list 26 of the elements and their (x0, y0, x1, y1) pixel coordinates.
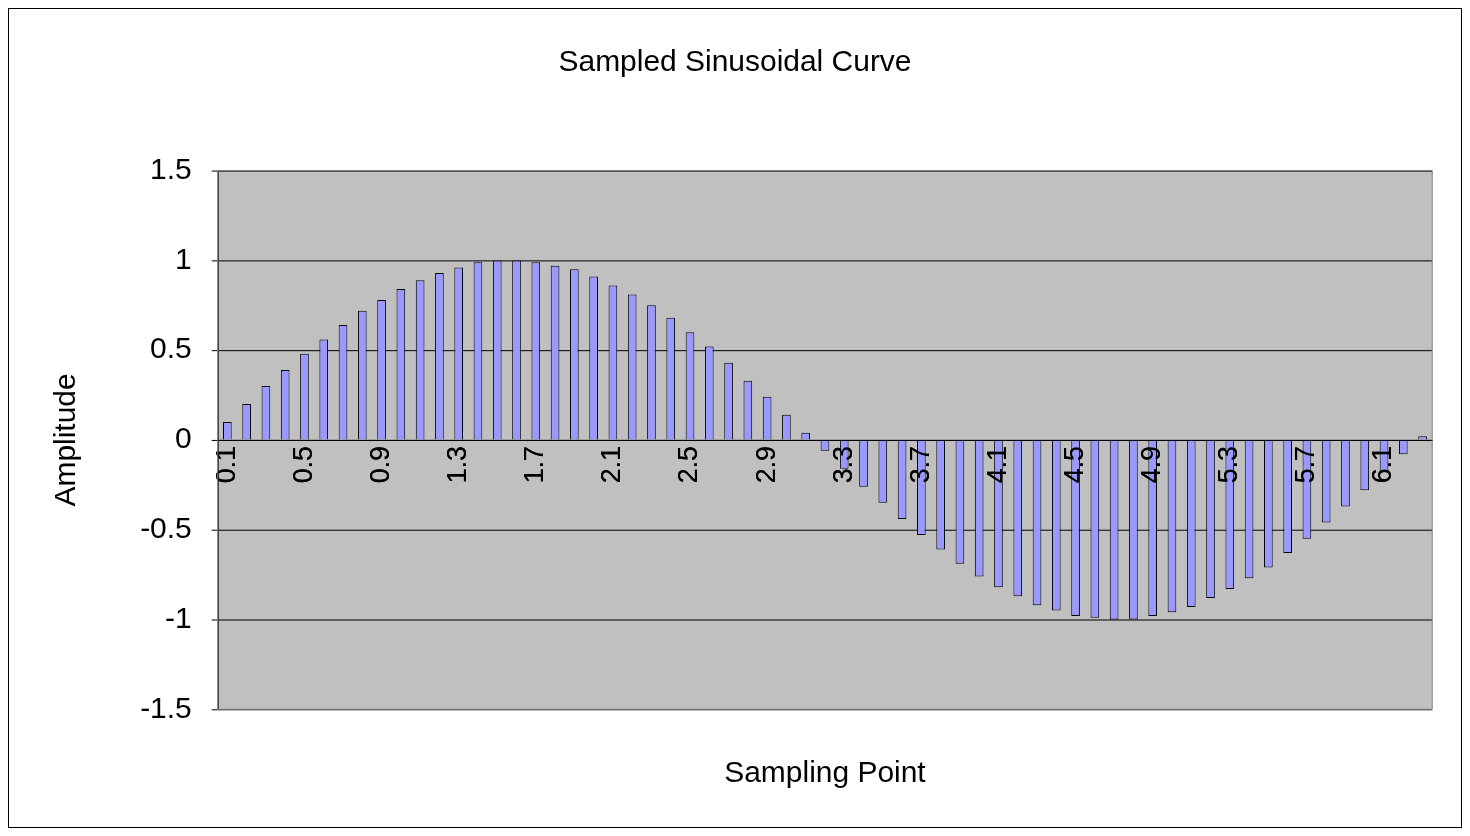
y-axis-title: Amplitude (48, 373, 82, 507)
x-tick-label: 0.9 (365, 445, 396, 484)
x-tick-label: 4.9 (1136, 445, 1167, 484)
x-tick-label: 4.5 (1059, 445, 1090, 484)
x-tick-label: 3.3 (827, 445, 858, 484)
x-tick-label: 2.9 (750, 445, 781, 484)
x-tick-label: 5.3 (1213, 445, 1244, 484)
x-tick-label: 1.3 (442, 445, 473, 484)
x-tick-label: 6.1 (1367, 445, 1398, 484)
y-tick-label: -1 (165, 600, 192, 634)
y-tick-label: 1 (175, 241, 192, 275)
x-tick-label: 1.7 (519, 445, 550, 484)
y-tick-label: -0.5 (140, 510, 192, 544)
x-tick-label: 0.5 (287, 445, 318, 484)
chart-title: Sampled Sinusoidal Curve (558, 44, 912, 78)
x-tick-label: 4.1 (981, 445, 1012, 484)
y-tick-label: 1.5 (150, 151, 192, 185)
x-axis-title: Sampling Point (724, 755, 927, 789)
x-tick-label: 2.1 (596, 445, 627, 484)
x-tick-label: 3.7 (904, 445, 935, 484)
y-tick-label: 0.5 (150, 331, 192, 365)
y-tick-label: -1.5 (140, 690, 192, 724)
x-tick-label: 0.1 (210, 445, 241, 484)
x-tick-label: 5.7 (1290, 445, 1321, 484)
y-tick-label: 0 (175, 421, 192, 455)
x-tick-label: 2.5 (673, 445, 704, 484)
